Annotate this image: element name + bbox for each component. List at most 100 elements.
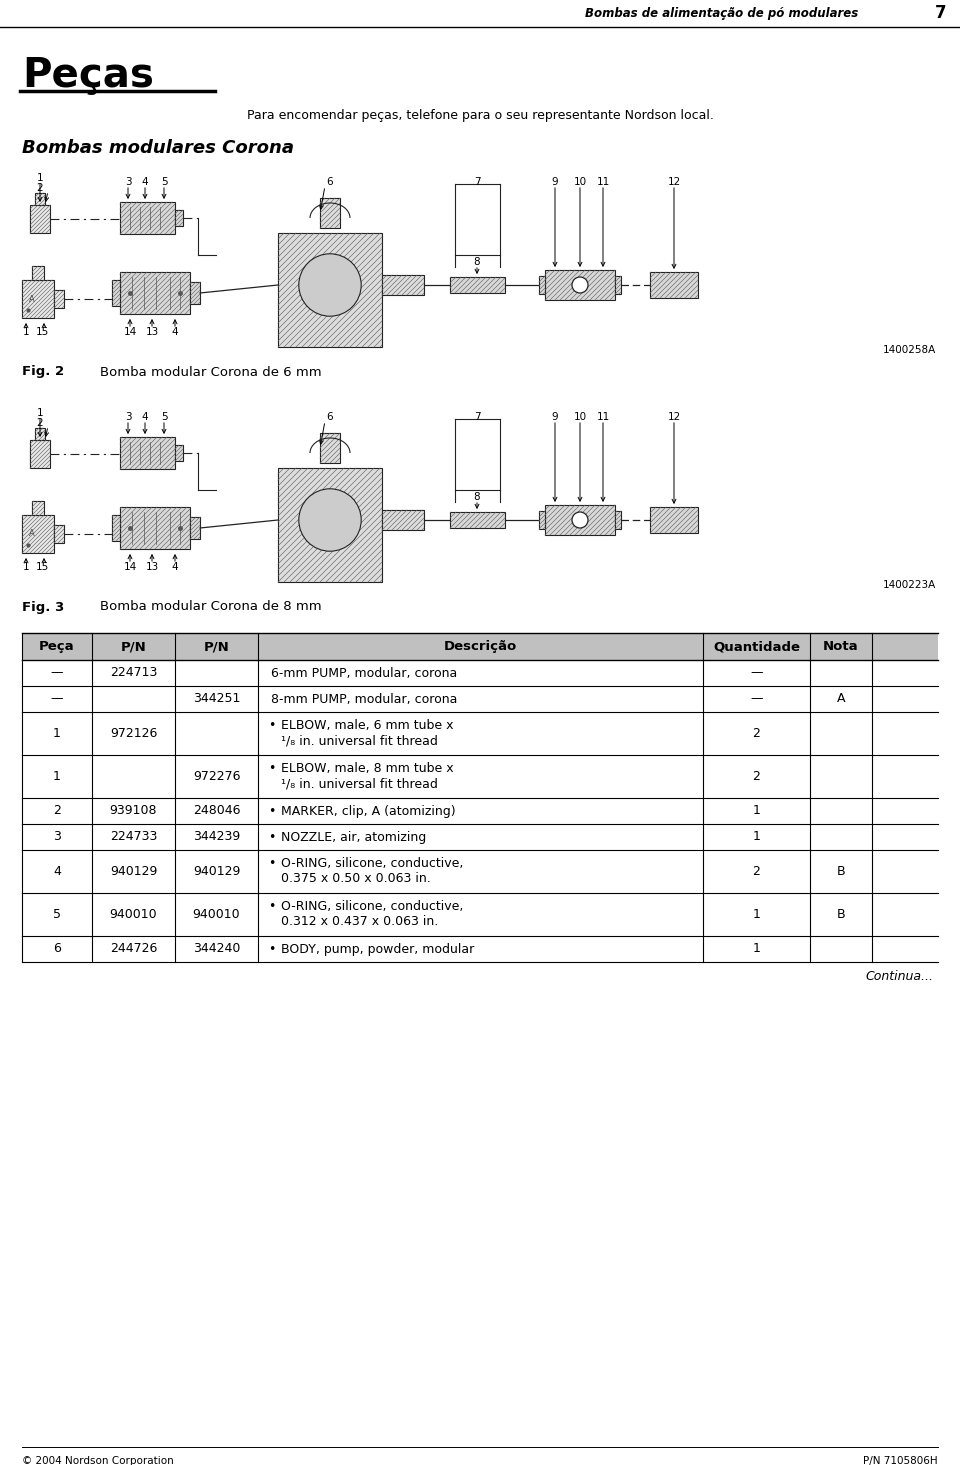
Bar <box>120 437 175 469</box>
Text: 0.312 x 0.437 x 0.063 in.: 0.312 x 0.437 x 0.063 in. <box>281 916 439 929</box>
Text: Bomba modular Corona de 8 mm: Bomba modular Corona de 8 mm <box>100 601 322 614</box>
Text: 7: 7 <box>473 412 480 422</box>
Text: •: • <box>268 942 276 955</box>
Text: 344239: 344239 <box>193 831 240 844</box>
Bar <box>320 434 340 463</box>
Text: Peças: Peças <box>22 56 154 95</box>
Text: 1: 1 <box>753 831 760 844</box>
Text: Peça: Peça <box>39 640 75 653</box>
Text: •: • <box>268 762 276 775</box>
Bar <box>545 270 615 300</box>
Text: 1: 1 <box>53 771 60 782</box>
Text: 344240: 344240 <box>193 942 240 955</box>
Text: 4: 4 <box>172 563 179 571</box>
Text: 1400223A: 1400223A <box>883 580 936 590</box>
Text: 2: 2 <box>53 804 60 817</box>
Text: 940010: 940010 <box>109 908 157 921</box>
Bar <box>54 524 64 544</box>
Text: •: • <box>268 900 276 913</box>
Bar <box>650 507 698 533</box>
Text: 8: 8 <box>473 492 480 502</box>
Text: 939108: 939108 <box>109 804 157 817</box>
Bar <box>30 205 50 233</box>
Text: •: • <box>268 857 276 870</box>
Text: Para encomendar peças, telefone para o seu representante Nordson local.: Para encomendar peças, telefone para o s… <box>247 110 713 123</box>
Bar <box>615 511 621 529</box>
Bar <box>120 272 190 314</box>
Text: 1: 1 <box>753 942 760 955</box>
Bar <box>22 633 938 661</box>
Text: 2: 2 <box>753 727 760 740</box>
Text: 940010: 940010 <box>193 908 240 921</box>
Text: Nota: Nota <box>823 640 859 653</box>
Text: 12: 12 <box>667 412 681 422</box>
Bar <box>450 511 505 527</box>
Text: 6: 6 <box>326 412 333 422</box>
Bar <box>278 467 382 582</box>
Text: 7: 7 <box>473 177 480 188</box>
Text: 13: 13 <box>145 327 158 337</box>
Text: 2: 2 <box>36 183 43 193</box>
Text: 6: 6 <box>53 942 60 955</box>
Text: 3: 3 <box>53 831 60 844</box>
Text: —: — <box>51 693 63 706</box>
Text: 972276: 972276 <box>193 771 240 782</box>
Text: 15: 15 <box>36 327 49 337</box>
Bar <box>539 275 545 294</box>
Bar <box>650 272 698 297</box>
Text: 9: 9 <box>552 177 559 188</box>
Bar <box>22 516 54 552</box>
Text: 1: 1 <box>53 727 60 740</box>
Text: NOZZLE, air, atomizing: NOZZLE, air, atomizing <box>281 831 426 844</box>
Text: 8: 8 <box>473 256 480 267</box>
Text: A: A <box>837 693 845 706</box>
Text: 12: 12 <box>667 177 681 188</box>
Text: Fig. 2: Fig. 2 <box>22 365 64 378</box>
Bar <box>32 267 44 280</box>
Text: 2: 2 <box>753 771 760 782</box>
Bar <box>320 198 340 229</box>
Bar <box>175 445 183 461</box>
Text: —: — <box>751 693 763 706</box>
Bar <box>450 277 505 293</box>
Text: Fig. 3: Fig. 3 <box>22 601 64 614</box>
Bar <box>278 233 382 347</box>
Text: B: B <box>837 864 846 878</box>
Text: ¹/₈ in. universal fit thread: ¹/₈ in. universal fit thread <box>281 734 438 747</box>
Text: —: — <box>51 667 63 680</box>
Text: 972126: 972126 <box>109 727 157 740</box>
Bar <box>190 517 200 539</box>
Text: 13: 13 <box>145 563 158 571</box>
Text: •: • <box>268 719 276 732</box>
Bar <box>120 202 175 234</box>
Bar <box>112 516 120 541</box>
Text: 1: 1 <box>36 407 43 418</box>
Text: Bomba modular Corona de 6 mm: Bomba modular Corona de 6 mm <box>100 365 322 378</box>
Bar <box>32 501 44 516</box>
Text: 5: 5 <box>160 177 167 188</box>
Bar <box>545 505 615 535</box>
Bar <box>35 193 45 205</box>
Text: 14: 14 <box>124 327 136 337</box>
Ellipse shape <box>299 253 361 316</box>
Text: 4: 4 <box>142 177 148 188</box>
Text: ¹/₈ in. universal fit thread: ¹/₈ in. universal fit thread <box>281 778 438 790</box>
Text: 5: 5 <box>53 908 61 921</box>
Bar <box>190 281 200 305</box>
Text: 4: 4 <box>172 327 179 337</box>
Text: 6: 6 <box>326 177 333 188</box>
Text: 0.375 x 0.50 x 0.063 in.: 0.375 x 0.50 x 0.063 in. <box>281 872 431 885</box>
Text: BODY, pump, powder, modular: BODY, pump, powder, modular <box>281 942 474 955</box>
Bar <box>382 510 424 530</box>
Text: 244726: 244726 <box>109 942 157 955</box>
Text: 2: 2 <box>753 864 760 878</box>
Text: O-RING, silicone, conductive,: O-RING, silicone, conductive, <box>281 857 464 870</box>
Text: 344251: 344251 <box>193 693 240 706</box>
Text: ELBOW, male, 6 mm tube x: ELBOW, male, 6 mm tube x <box>281 719 453 732</box>
Text: 1: 1 <box>753 804 760 817</box>
Text: 8-mm PUMP, modular, corona: 8-mm PUMP, modular, corona <box>271 693 457 706</box>
Text: 7: 7 <box>935 4 947 22</box>
Text: 11: 11 <box>596 177 610 188</box>
Ellipse shape <box>299 489 361 551</box>
Bar <box>120 507 190 549</box>
